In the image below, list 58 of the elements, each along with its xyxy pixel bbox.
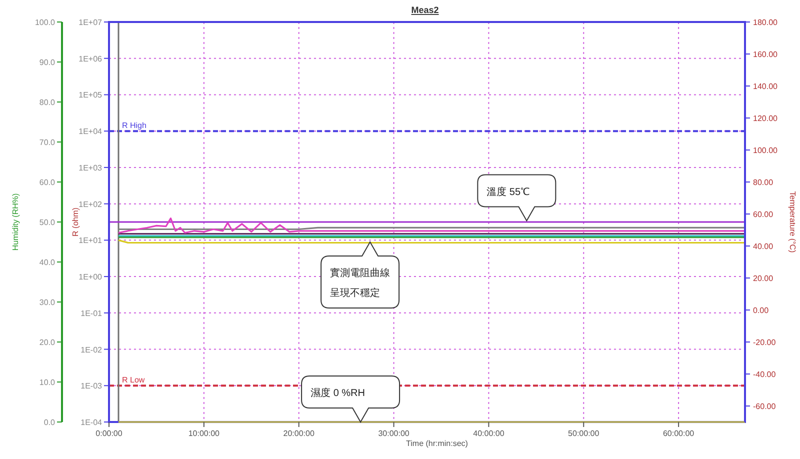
- y-tick-label: 60.0: [39, 178, 56, 187]
- y-tick-label: 30.0: [39, 298, 56, 307]
- x-axis-title: Time (hr:min:sec): [406, 439, 468, 448]
- line-series: [118, 217, 746, 234]
- y2-tick-label: 1E+02: [78, 200, 103, 209]
- x-tick-label: 10:00:00: [188, 429, 220, 438]
- y2-tick-label: 1E-02: [80, 345, 103, 354]
- x-tick-label: 20:00:00: [283, 429, 315, 438]
- y2-tick-label: 1E-03: [80, 382, 103, 391]
- x-tick-label: 40:00:00: [473, 429, 505, 438]
- chart-title: Meas2: [411, 5, 439, 15]
- y3-tick-label: 140.00: [753, 82, 778, 91]
- x-tick-label: 0:00:00: [96, 429, 123, 438]
- y3-tick-label: -20.00: [753, 338, 776, 347]
- y2-tick-label: 1E+03: [78, 163, 103, 172]
- x-tick-label: 50:00:00: [568, 429, 600, 438]
- callout: 實測電阻曲線呈現不穩定: [320, 242, 400, 308]
- ref-line-label: R High: [122, 121, 146, 130]
- annotation: 實測電阻曲線呈現不穩定: [330, 267, 390, 299]
- x-tick-label: 60:00:00: [662, 429, 695, 438]
- y2-tick-label: 1E-01: [80, 308, 103, 318]
- y2-tick-label: 1E+07: [78, 18, 103, 27]
- y2-tick-label: 1E+01: [78, 236, 103, 246]
- y3-tick-label: 160.00: [753, 50, 778, 59]
- y-tick-label: 10.0: [39, 378, 56, 387]
- y-tick-label: 40.0: [39, 258, 56, 267]
- y3-tick-label: 0.00: [753, 306, 770, 315]
- y2-tick-label: 1E+00: [78, 272, 103, 282]
- y2-tick-label: 1E-04: [80, 418, 103, 427]
- y2-axis-title: R (ohm): [71, 207, 80, 236]
- y3-tick-label: 40.00: [753, 242, 774, 251]
- y3-tick-label: 180.00: [753, 18, 778, 27]
- ref-line: R High: [109, 121, 745, 132]
- callout: 濕度 0 %RH: [301, 376, 400, 422]
- y3-tick-label: 60.00: [753, 210, 774, 219]
- y-tick-label: 100.0: [34, 18, 56, 27]
- x-tick-label: 30:00:00: [378, 429, 410, 438]
- y2-tick-label: 1E+05: [78, 90, 103, 100]
- annotation: 溫度 55℃: [486, 186, 530, 198]
- y3-tick-label: 20.00: [753, 274, 774, 283]
- y3-tick-label: 100.00: [753, 146, 778, 155]
- y-tick-label: 80.0: [39, 98, 56, 107]
- annotation: 濕度 0 %RH: [310, 387, 366, 399]
- y-tick-label: 90.0: [39, 58, 56, 67]
- y-tick-label: 0.0: [44, 418, 56, 427]
- y3-axis-title: Temperature (°C): [788, 191, 797, 254]
- y-axis-title: Humidity (RH%): [11, 193, 20, 251]
- y2-tick-label: 1E+04: [78, 127, 103, 136]
- y3-tick-label: 80.00: [753, 178, 774, 187]
- y2-tick-label: 1E+06: [78, 54, 103, 64]
- y3-tick-label: -60.00: [753, 402, 776, 411]
- y3-tick-label: 120.00: [753, 114, 778, 123]
- y-tick-label: 50.0: [39, 218, 56, 227]
- callout: 溫度 55℃: [477, 174, 556, 222]
- y3-tick-label: -40.00: [753, 370, 776, 379]
- y-tick-label: 20.0: [39, 338, 56, 347]
- ref-line-label: R Low: [122, 376, 145, 385]
- y-tick-label: 70.0: [39, 138, 56, 147]
